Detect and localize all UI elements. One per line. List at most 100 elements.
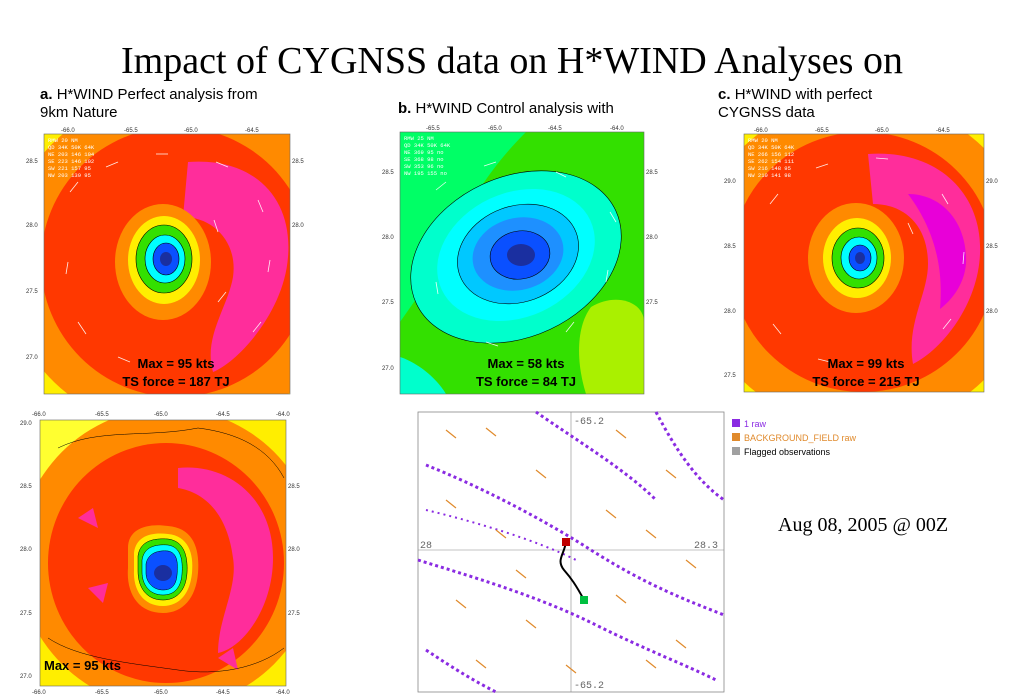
svg-text:NW 195 155 no: NW 195 155 no bbox=[404, 170, 447, 177]
svg-text:27.5: 27.5 bbox=[646, 300, 658, 306]
xtick-b-2: -65.0 bbox=[488, 126, 502, 132]
ytick-d-1: 29.0 bbox=[20, 421, 32, 427]
ytick-a-2: 28.0 bbox=[26, 223, 38, 229]
ytick-d-2: 28.5 bbox=[20, 484, 32, 490]
xtick-d-top-5: -64.0 bbox=[276, 412, 290, 418]
xtick-d-top-3: -65.0 bbox=[154, 412, 168, 418]
ytick-c-2: 28.5 bbox=[724, 244, 736, 250]
caption-a: a. H*WIND Perfect analysis from 9km Natu… bbox=[40, 86, 258, 121]
svg-text:SW 216 148 95: SW 216 148 95 bbox=[748, 165, 791, 172]
svg-text:SW 221 157 95: SW 221 157 95 bbox=[48, 165, 91, 172]
xtick-d-top-2: -65.5 bbox=[95, 412, 109, 418]
legend-item-flagged: Flagged observations bbox=[732, 445, 856, 459]
ts-label-c: TS force = 215 TJ bbox=[812, 374, 919, 389]
panel-e-chart: -65.2 28.3 -65.2 28 bbox=[417, 410, 725, 694]
svg-text:SW 353 96 no: SW 353 96 no bbox=[404, 163, 444, 170]
svg-text:NE 203 146 104: NE 203 146 104 bbox=[48, 151, 95, 158]
caption-b: b. H*WIND Control analysis with bbox=[398, 100, 614, 117]
panel-c-chart: -66.0 -65.5 -65.0 -64.5 29.0 28.5 28.0 2… bbox=[724, 128, 998, 393]
xtick-a-3: -65.0 bbox=[184, 128, 198, 134]
xtick-d-bot-2: -65.5 bbox=[95, 690, 109, 696]
ytick-d-4: 27.5 bbox=[20, 611, 32, 617]
svg-text:28.0: 28.0 bbox=[292, 223, 304, 229]
svg-text:28.0: 28.0 bbox=[646, 235, 658, 241]
xtick-d-top-4: -64.5 bbox=[216, 412, 230, 418]
max-label-d: Max = 95 kts bbox=[44, 658, 121, 673]
svg-text:27.5: 27.5 bbox=[288, 611, 300, 617]
ts-label-b: TS force = 84 TJ bbox=[476, 374, 576, 389]
ytick-c-3: 28.0 bbox=[724, 309, 736, 315]
ytick-d-5: 27.0 bbox=[20, 674, 32, 680]
xtick-b-1: -65.5 bbox=[426, 126, 440, 132]
analysis-date: Aug 08, 2005 @ 00Z bbox=[778, 514, 949, 536]
svg-text:SE 223 146 102: SE 223 146 102 bbox=[48, 158, 94, 165]
svg-text:RMW 20 NM: RMW 20 NM bbox=[748, 137, 778, 144]
storm-track bbox=[559, 538, 588, 604]
wind-field-a bbox=[44, 134, 290, 394]
svg-text:RMW 25 NM: RMW 25 NM bbox=[404, 135, 434, 142]
xtick-c-3: -65.0 bbox=[875, 128, 889, 134]
svg-text:QD 34K 50K 64K: QD 34K 50K 64K bbox=[48, 144, 95, 151]
xtick-d-bot-5: -64.0 bbox=[276, 690, 290, 696]
ytick-a-3: 27.5 bbox=[26, 289, 38, 295]
legend-item-background-field: BACKGROUND_FIELD raw bbox=[732, 431, 856, 445]
xtick-d-bot-1: -66.0 bbox=[32, 690, 46, 696]
wind-field-b bbox=[400, 132, 644, 394]
track-end-marker bbox=[580, 596, 588, 604]
grid-label-right: 28.3 bbox=[694, 541, 718, 552]
max-label-a: Max = 95 kts bbox=[138, 356, 215, 371]
wind-field-c bbox=[744, 134, 984, 392]
svg-text:NW 210 141 98: NW 210 141 98 bbox=[748, 172, 791, 179]
xtick-d-bot-4: -64.5 bbox=[216, 690, 230, 696]
svg-text:28.5: 28.5 bbox=[292, 159, 304, 165]
panel-b-chart: -65.5 -65.0 -64.5 -64.0 28.5 28.0 27.5 2… bbox=[382, 126, 658, 395]
xtick-a-1: -66.0 bbox=[61, 128, 75, 134]
svg-text:QD 34K 50K 64K: QD 34K 50K 64K bbox=[748, 144, 795, 151]
svg-text:29.0: 29.0 bbox=[986, 179, 998, 185]
ytick-d-3: 28.0 bbox=[20, 547, 32, 553]
panel-d-chart: -66.0 -65.5 -65.0 -64.5 -64.0 -66.0 -65.… bbox=[20, 412, 300, 696]
xtick-b-3: -64.5 bbox=[548, 126, 562, 132]
background-field-barbs bbox=[445, 427, 697, 674]
grid-label-left: 28 bbox=[420, 541, 432, 552]
ytick-b-2: 28.0 bbox=[382, 235, 394, 241]
xtick-d-top-1: -66.0 bbox=[32, 412, 46, 418]
svg-text:NE 369 95 no: NE 369 95 no bbox=[404, 149, 444, 156]
xtick-c-1: -66.0 bbox=[754, 128, 768, 134]
ts-label-a: TS force = 187 TJ bbox=[122, 374, 229, 389]
ytick-a-1: 28.5 bbox=[26, 159, 38, 165]
observation-tracks bbox=[417, 410, 725, 694]
ytick-c-1: 29.0 bbox=[724, 179, 736, 185]
ytick-b-3: 27.5 bbox=[382, 300, 394, 306]
max-label-b: Max = 58 kts bbox=[488, 356, 565, 371]
svg-text:28.5: 28.5 bbox=[288, 484, 300, 490]
xtick-b-4: -64.0 bbox=[610, 126, 624, 132]
svg-text:NW 203 139 95: NW 203 139 95 bbox=[48, 172, 91, 179]
grid-label-bottom: -65.2 bbox=[574, 681, 604, 692]
svg-text:NE 266 156 112: NE 266 156 112 bbox=[748, 151, 794, 158]
panel-a-chart: -66.0 -65.5 -65.0 -64.5 28.5 28.0 27.5 2… bbox=[26, 128, 304, 395]
xtick-c-4: -64.5 bbox=[936, 128, 950, 134]
svg-text:28.0: 28.0 bbox=[986, 309, 998, 315]
legend-e: 1 raw BACKGROUND_FIELD raw Flagged obser… bbox=[732, 417, 856, 459]
legend-item-1-raw: 1 raw bbox=[732, 417, 856, 431]
ytick-c-4: 27.5 bbox=[724, 373, 736, 379]
ytick-b-1: 28.5 bbox=[382, 170, 394, 176]
svg-text:28.0: 28.0 bbox=[288, 547, 300, 553]
ytick-b-4: 27.0 bbox=[382, 366, 394, 372]
xtick-a-2: -65.5 bbox=[124, 128, 138, 134]
max-label-c: Max = 99 kts bbox=[828, 356, 905, 371]
svg-text:QD 34K 50K 64K: QD 34K 50K 64K bbox=[404, 142, 451, 149]
xtick-c-2: -65.5 bbox=[815, 128, 829, 134]
svg-text:28.5: 28.5 bbox=[646, 170, 658, 176]
caption-c: c. H*WIND with perfect CYGNSS data bbox=[718, 86, 873, 121]
wind-field-d bbox=[40, 420, 286, 686]
track-start-marker bbox=[562, 538, 570, 546]
slide-title: Impact of CYGNSS data on H*WIND Analyses… bbox=[121, 37, 903, 82]
svg-text:SE 262 154 111: SE 262 154 111 bbox=[748, 158, 795, 165]
grid-label-top: -65.2 bbox=[574, 417, 604, 428]
svg-text:SE 368 98 no: SE 368 98 no bbox=[404, 156, 444, 163]
